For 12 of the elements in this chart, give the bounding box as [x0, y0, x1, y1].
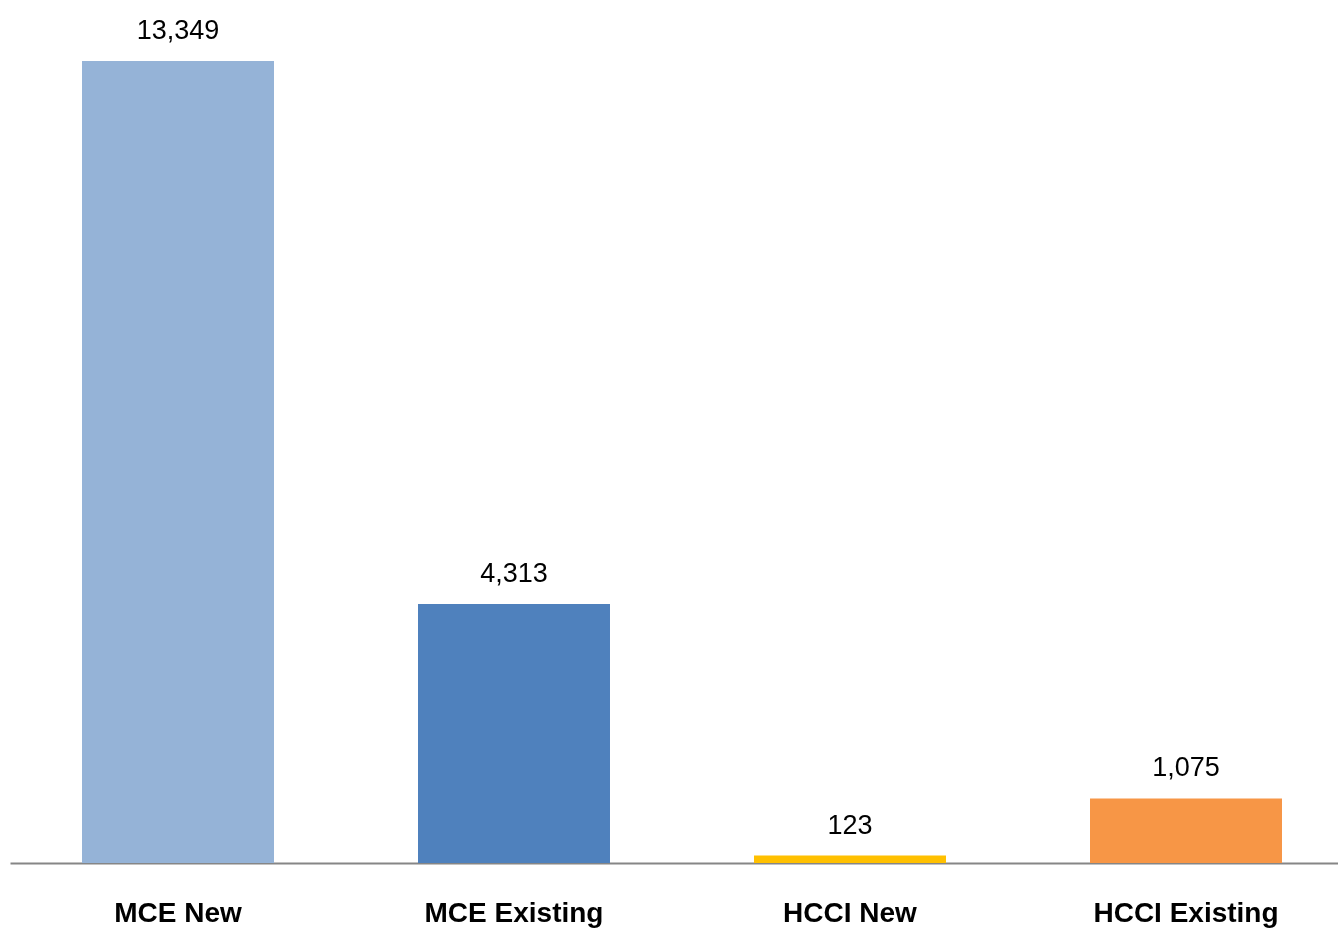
data-label: 13,349: [136, 15, 220, 45]
bar: [754, 855, 946, 863]
bar: [82, 61, 274, 863]
data-label: 1,075: [1152, 752, 1220, 783]
x-tick-label: MCE Existing: [424, 896, 604, 928]
x-tick-label: HCCI Existing: [1093, 896, 1279, 928]
bar: [418, 603, 610, 863]
x-tick-label: HCCI New: [783, 896, 918, 928]
bar: [1090, 798, 1282, 863]
x-tick-label: MCE New: [114, 896, 242, 928]
data-label: 4,313: [480, 557, 548, 588]
data-label: 123: [827, 809, 873, 840]
